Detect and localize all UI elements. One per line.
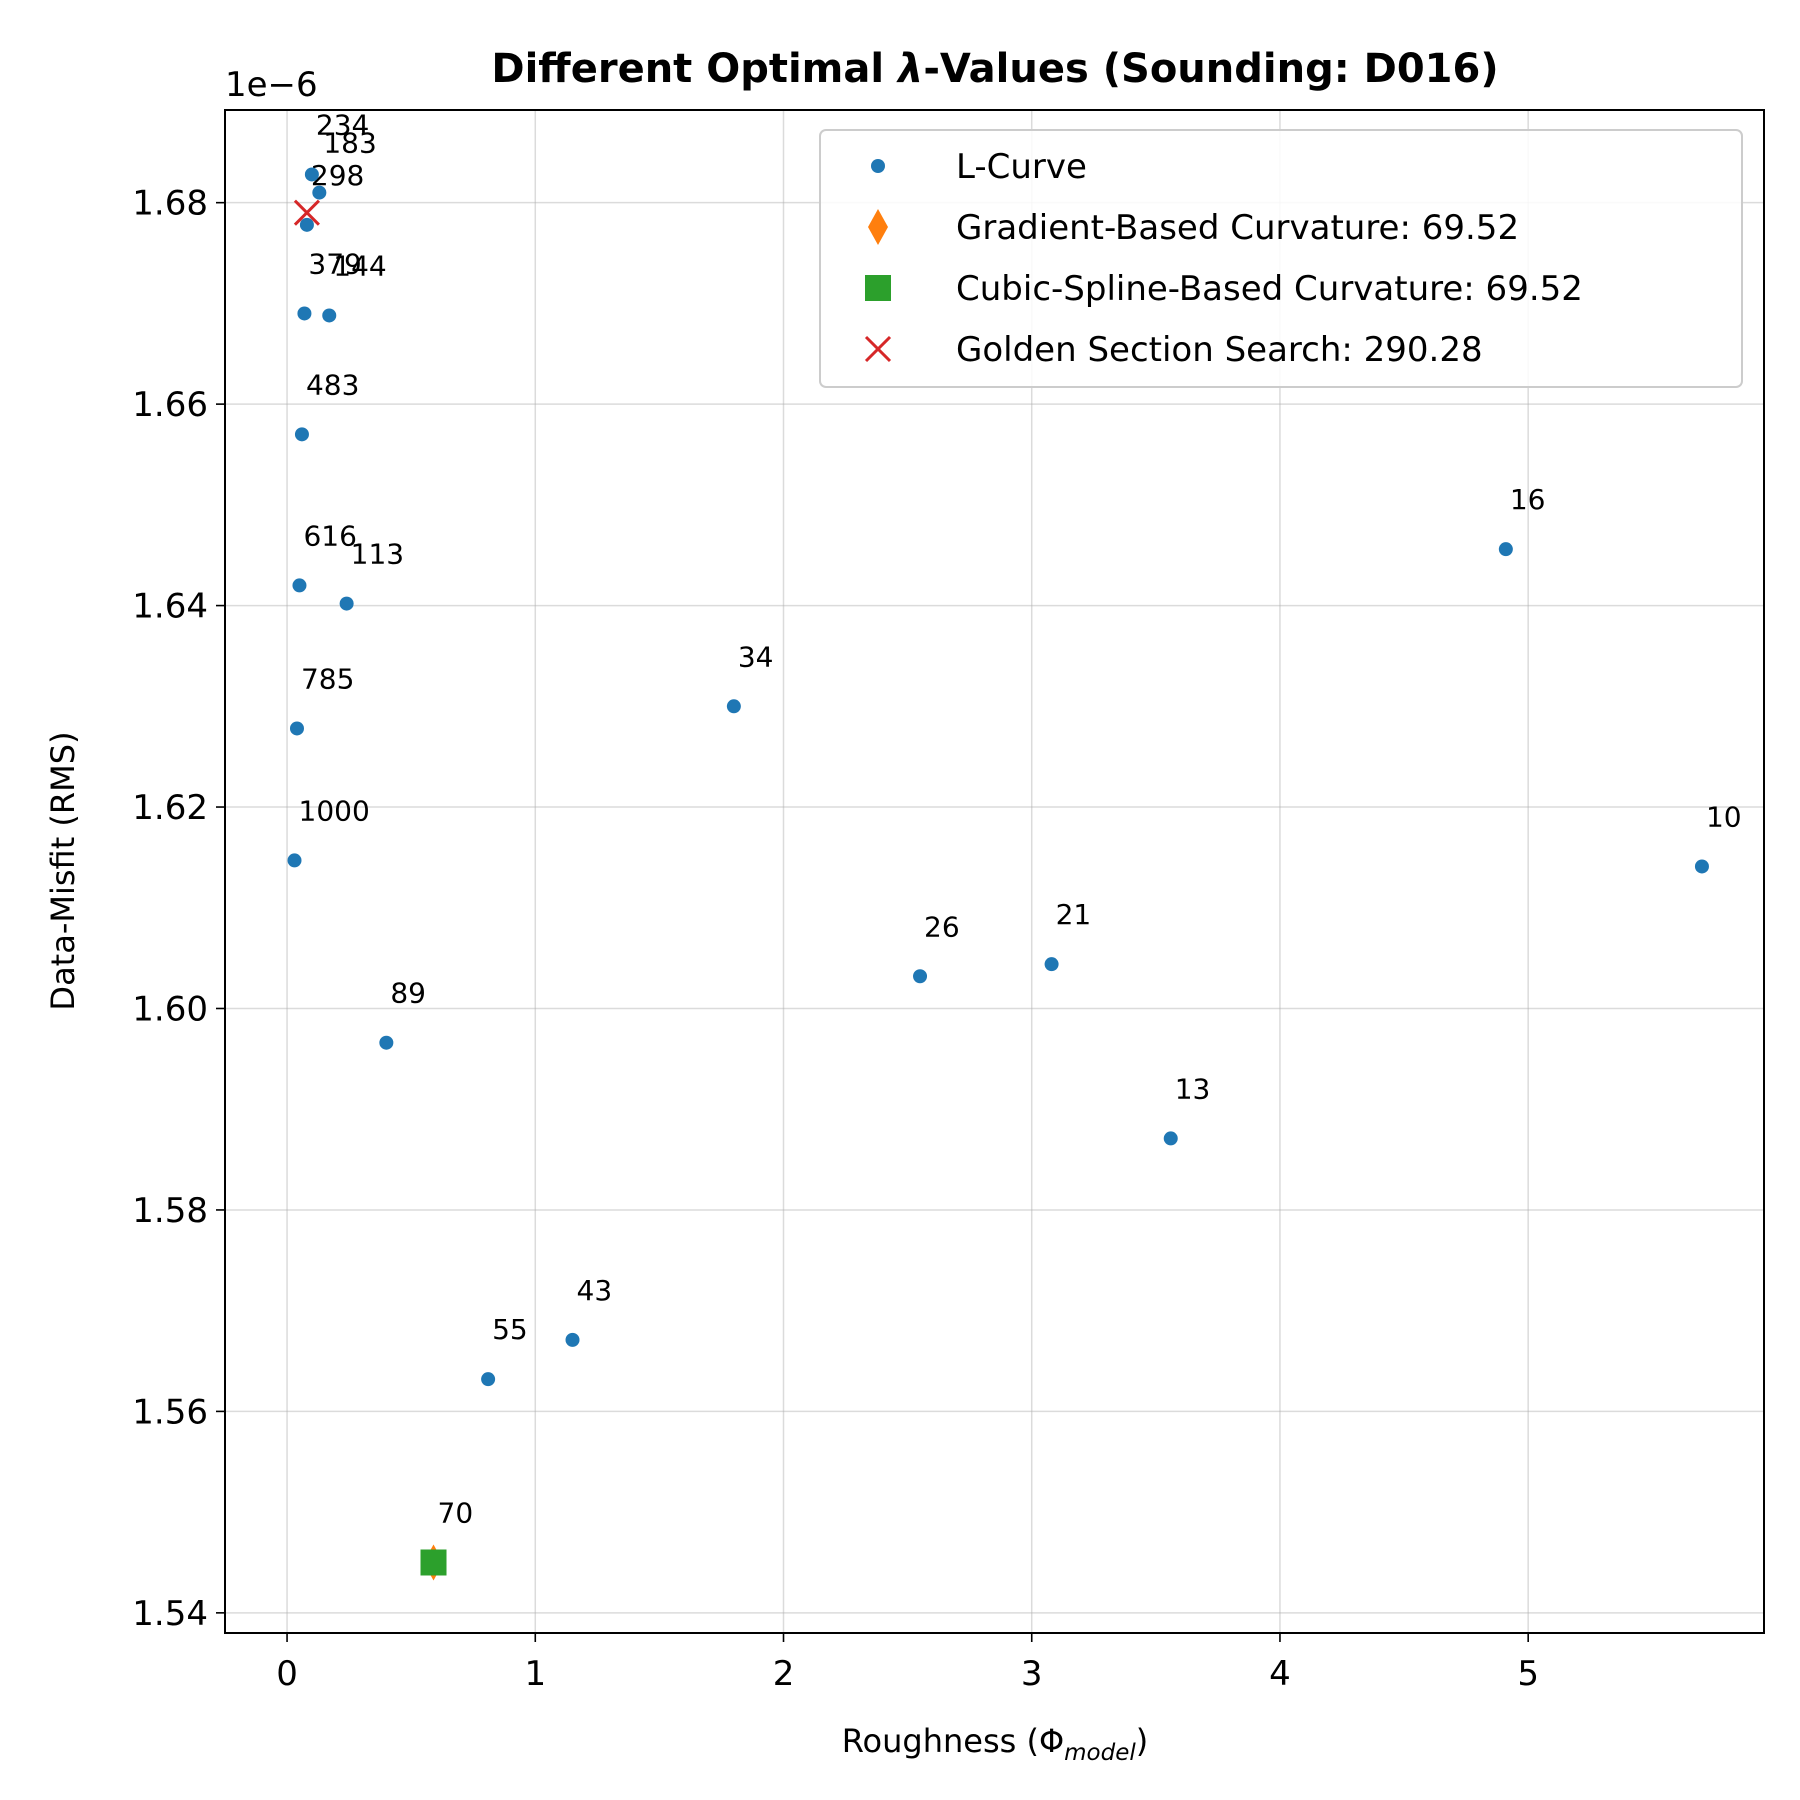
x-tick-label: 0 bbox=[276, 1654, 298, 1694]
y-tick-label: 1.64 bbox=[132, 587, 208, 627]
x-marker-stroke bbox=[293, 199, 320, 226]
x-tick-label: 1 bbox=[524, 1654, 546, 1694]
axis-ticks: 0 1 2 3 4 51.541.561.581.601.621.641.661.68 bbox=[132, 184, 1539, 1694]
point-label: 55 bbox=[492, 1313, 528, 1346]
l-curve-point bbox=[565, 1332, 580, 1347]
l-curve-point bbox=[289, 721, 304, 736]
l-curve-point bbox=[294, 427, 309, 442]
point-label: 21 bbox=[1056, 898, 1092, 931]
square-optimum-marker bbox=[420, 1549, 447, 1576]
point-label: 483 bbox=[306, 368, 359, 401]
y-tick-label: 1.68 bbox=[132, 184, 208, 224]
point-label: 43 bbox=[577, 1274, 613, 1307]
point-label: 785 bbox=[301, 662, 354, 695]
l-curve-point bbox=[287, 853, 302, 868]
y-tick-label: 1.60 bbox=[132, 989, 208, 1029]
x-tick-label: 4 bbox=[1269, 1654, 1291, 1694]
l-curve-point bbox=[1498, 542, 1513, 557]
l-curve-point bbox=[1163, 1131, 1178, 1146]
lambda-symbol: λ bbox=[896, 46, 923, 92]
point-label: 26 bbox=[924, 910, 960, 943]
legend: L-Curve Gradient-Based Curvature: 69.52 Cu… bbox=[819, 129, 1743, 388]
point-label: 89 bbox=[390, 977, 426, 1010]
x-axis-label: Roughness (Φmodel) bbox=[842, 1722, 1149, 1766]
legend-marker bbox=[864, 335, 892, 363]
x-optimum-marker bbox=[293, 199, 320, 226]
point-label: 113 bbox=[351, 538, 404, 571]
l-curve-point bbox=[481, 1372, 496, 1387]
y-tick-label: 1.58 bbox=[132, 1191, 208, 1231]
l-curve-point bbox=[1694, 859, 1709, 874]
y-tick-label: 1.54 bbox=[132, 1594, 208, 1634]
y-tick-label: 1.56 bbox=[132, 1392, 208, 1432]
l-curve-point bbox=[339, 596, 354, 611]
y-axis-multiplier: 1e−6 bbox=[225, 65, 318, 105]
legend-entry-label: Gradient-Based Curvature: 69.52 bbox=[956, 208, 1519, 248]
legend-marker bbox=[865, 275, 891, 301]
point-label: 183 bbox=[323, 127, 376, 160]
point-label: 10 bbox=[1706, 800, 1742, 833]
data-points: 1000785616483379298234183144113897055433… bbox=[287, 108, 1742, 1581]
plot-area-frame bbox=[224, 109, 1765, 1634]
y-axis-label: Data-Misfit (RMS) bbox=[44, 731, 82, 1010]
point-label: 1000 bbox=[299, 794, 370, 827]
point-label: 13 bbox=[1175, 1072, 1211, 1105]
l-curve-point bbox=[1044, 957, 1059, 972]
l-curve-point bbox=[726, 699, 741, 714]
point-label: 616 bbox=[303, 519, 356, 552]
l-curve-point bbox=[913, 969, 928, 984]
l-curve-point bbox=[299, 217, 314, 232]
legend-frame bbox=[819, 129, 1743, 388]
point-label: 34 bbox=[738, 640, 774, 673]
x-marker-stroke bbox=[864, 335, 892, 363]
y-tick-label: 1.66 bbox=[132, 385, 208, 425]
l-curve-point bbox=[322, 308, 337, 323]
legend-marker bbox=[871, 159, 885, 173]
legend-entry-label: Cubic-Spline-Based Curvature: 69.52 bbox=[956, 269, 1583, 309]
y-tick-label: 1.62 bbox=[132, 788, 208, 828]
point-label: 144 bbox=[333, 249, 386, 282]
x-tick-label: 3 bbox=[1021, 1654, 1043, 1694]
x-tick-label: 2 bbox=[773, 1654, 795, 1694]
chart-title: Different Optimal λ-Values (Sounding: D0… bbox=[491, 46, 1498, 92]
l-curve-point bbox=[312, 185, 327, 200]
l-curve-point bbox=[292, 578, 307, 593]
legend-entry-label: Golden Section Search: 290.28 bbox=[956, 330, 1483, 370]
l-curve-point bbox=[304, 167, 319, 182]
point-label: 70 bbox=[438, 1496, 474, 1529]
l-curve-point bbox=[297, 306, 312, 321]
point-label: 379 bbox=[308, 247, 361, 280]
point-label: 16 bbox=[1510, 483, 1546, 516]
l-curve-point bbox=[379, 1035, 394, 1050]
legend-entry-label: L-Curve bbox=[956, 147, 1087, 187]
legend-marker bbox=[868, 209, 888, 245]
x-tick-label: 5 bbox=[1517, 1654, 1539, 1694]
point-label: 234 bbox=[316, 108, 369, 141]
